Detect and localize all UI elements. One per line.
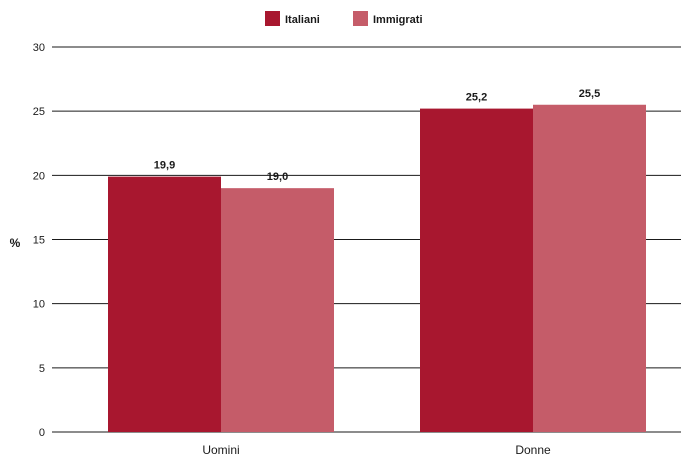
data-label: 19,0 — [267, 171, 288, 183]
x-axis-tick-labels: Uomini Donne — [202, 443, 551, 457]
bar-immigrati-donne — [533, 104, 646, 432]
data-labels: 19,9 25,2 19,0 25,5 — [154, 88, 600, 183]
y-tick-label: 25 — [33, 106, 45, 118]
y-axis-label: % — [10, 236, 21, 250]
x-category-label: Uomini — [202, 443, 239, 457]
y-tick-label: 0 — [39, 427, 45, 439]
y-tick-label: 5 — [39, 363, 45, 375]
y-tick-label: 10 — [33, 299, 45, 311]
y-tick-label: 30 — [33, 42, 45, 54]
bars — [108, 104, 646, 432]
legend-label-italiani: Italiani — [285, 14, 320, 26]
y-tick-label: 15 — [33, 235, 45, 247]
bar-immigrati-uomini — [221, 188, 334, 432]
legend-swatch-immigrati — [353, 11, 368, 26]
x-category-label: Donne — [515, 443, 551, 457]
y-axis-tick-labels: 0 5 10 15 20 25 30 — [33, 42, 45, 439]
legend-swatch-italiani — [265, 11, 280, 26]
data-label: 25,2 — [466, 92, 487, 104]
bar-italiani-donne — [420, 108, 533, 432]
data-label: 19,9 — [154, 160, 175, 172]
legend-label-immigrati: Immigrati — [373, 14, 423, 26]
y-tick-label: 20 — [33, 170, 45, 182]
data-label: 25,5 — [579, 88, 600, 100]
legend: Italiani Immigrati — [265, 11, 423, 26]
bar-italiani-uomini — [108, 176, 221, 432]
